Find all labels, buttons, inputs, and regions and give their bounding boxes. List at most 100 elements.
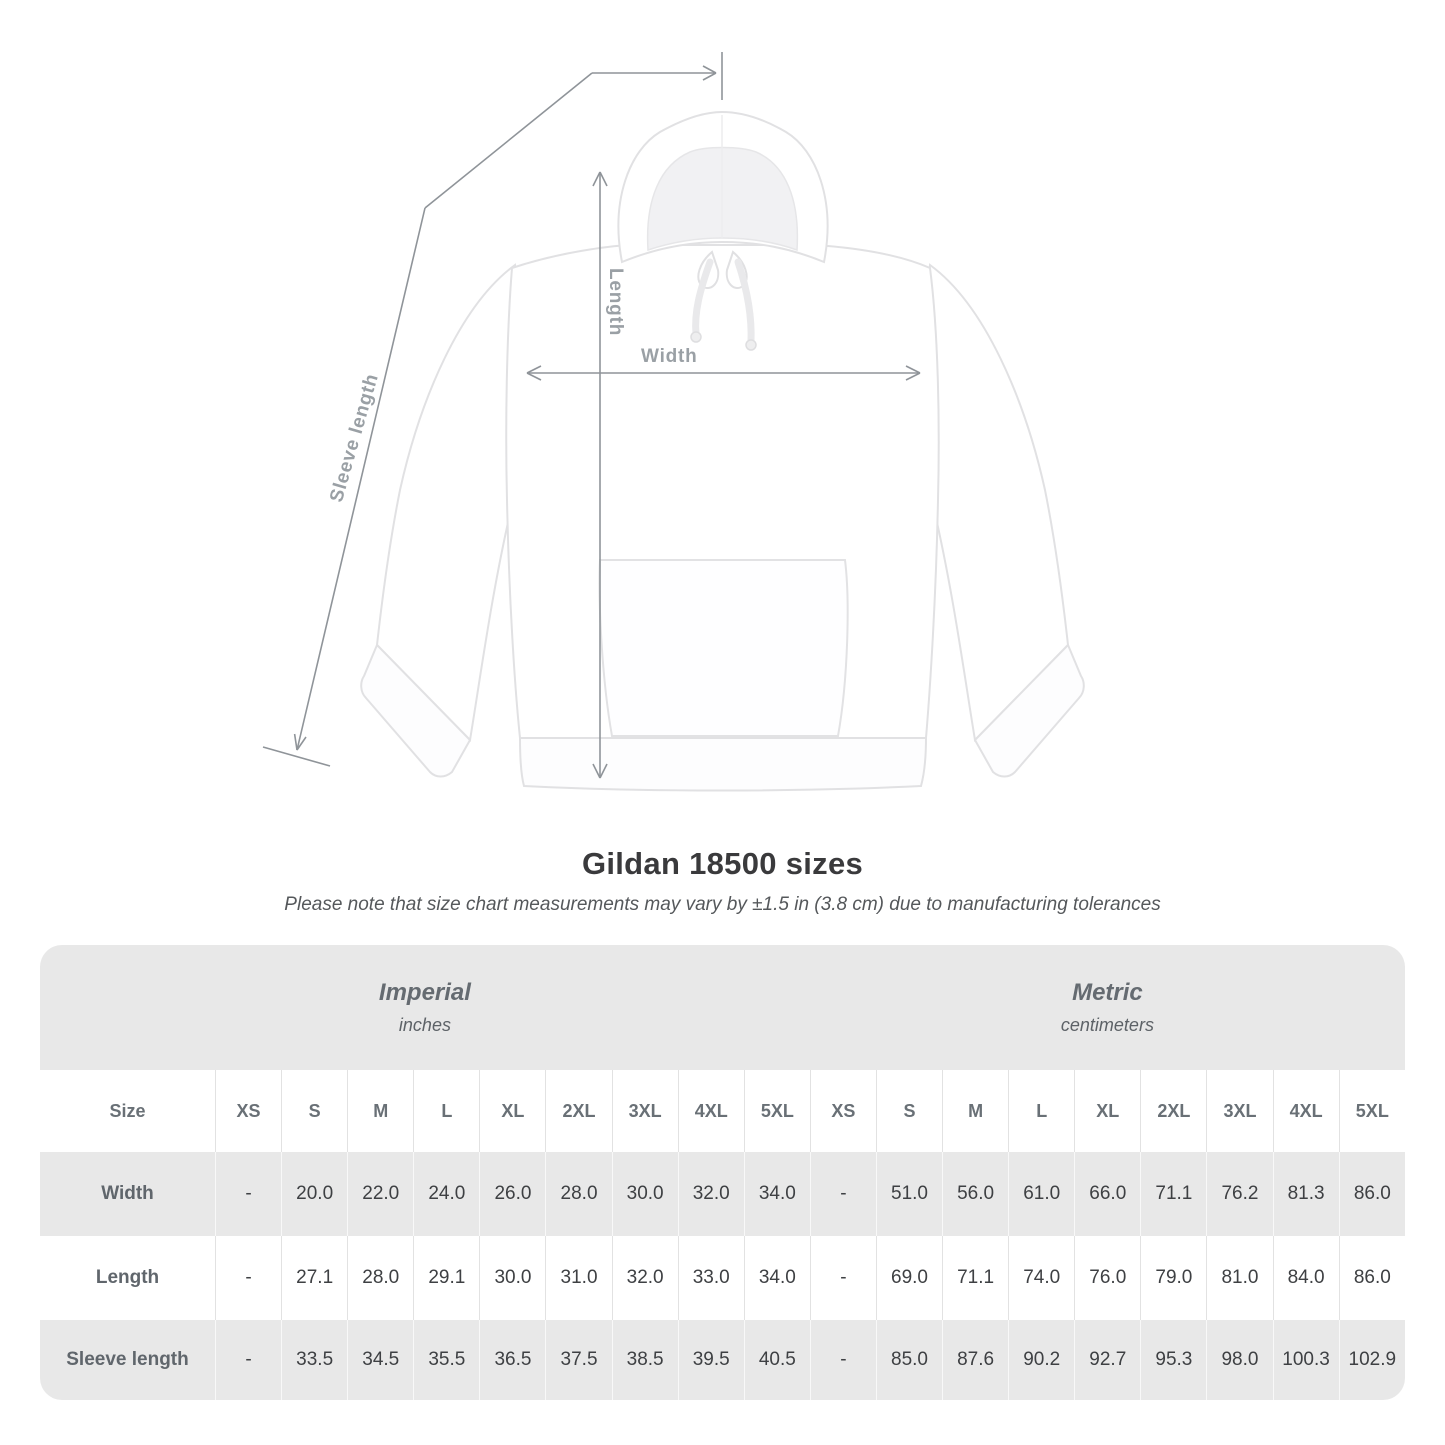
table-cell: - <box>809 1320 876 1400</box>
size-col-header: S <box>875 1070 943 1152</box>
table-cell: 28.0 <box>545 1152 612 1236</box>
size-table-container: Imperial inches Metric centimeters Size … <box>40 945 1405 1400</box>
table-cell: 20.0 <box>281 1152 348 1236</box>
metric-group-header: Metric centimeters <box>809 945 1405 1070</box>
size-table: Imperial inches Metric centimeters Size … <box>40 945 1405 1400</box>
table-cell: 27.1 <box>281 1236 348 1320</box>
drawstring-tip-right <box>745 339 757 351</box>
right-cuff <box>973 643 1085 778</box>
size-col-header: S <box>281 1070 348 1152</box>
drawstring-tip-left <box>690 331 702 343</box>
table-cell: 61.0 <box>1008 1152 1075 1236</box>
table-cell: - <box>809 1152 876 1236</box>
table-cell: 39.5 <box>677 1320 744 1400</box>
size-header-cell: Size <box>40 1070 216 1152</box>
metric-group-unit: centimeters <box>1060 1015 1154 1035</box>
table-cell: 51.0 <box>875 1152 943 1236</box>
size-col-header: 4XL <box>677 1070 744 1152</box>
table-cell: 71.1 <box>1140 1152 1207 1236</box>
table-cell: 34.0 <box>743 1236 810 1320</box>
table-cell: 36.5 <box>479 1320 546 1400</box>
size-col-header: XL <box>1074 1070 1141 1152</box>
length-line <box>592 171 608 779</box>
table-cell: 37.5 <box>545 1320 612 1400</box>
imperial-group-unit: inches <box>398 1015 451 1035</box>
size-col-header: XS <box>809 1070 876 1152</box>
table-cell: 35.5 <box>413 1320 480 1400</box>
table-cell: 81.0 <box>1206 1236 1273 1320</box>
table-cell: 22.0 <box>347 1152 414 1236</box>
table-cell: 56.0 <box>942 1152 1009 1236</box>
table-cell: 69.0 <box>875 1236 943 1320</box>
title-block: Gildan 18500 sizes Please note that size… <box>0 846 1445 916</box>
size-col-header: XS <box>215 1070 282 1152</box>
table-cell: 29.1 <box>413 1236 480 1320</box>
size-col-header: 4XL <box>1272 1070 1339 1152</box>
size-col-header: 3XL <box>611 1070 678 1152</box>
left-cuff <box>360 643 472 778</box>
table-cell: 100.3 <box>1272 1320 1339 1400</box>
table-cell: 86.0 <box>1338 1152 1405 1236</box>
length-dimension-label: Length <box>605 268 626 337</box>
table-cell: 79.0 <box>1140 1236 1207 1320</box>
table-cell: 85.0 <box>875 1320 943 1400</box>
table-cell: - <box>215 1152 282 1236</box>
table-cell: 92.7 <box>1074 1320 1141 1400</box>
size-col-header: 5XL <box>1338 1070 1405 1152</box>
unit-group-row: Imperial inches Metric centimeters <box>40 945 1405 1070</box>
table-cell: 66.0 <box>1074 1152 1141 1236</box>
table-cell: 74.0 <box>1008 1236 1075 1320</box>
sleeve-length-row: Sleeve length - 33.5 34.5 35.5 36.5 37.5… <box>40 1320 1405 1400</box>
table-cell: 81.3 <box>1272 1152 1339 1236</box>
table-cell: 38.5 <box>611 1320 678 1400</box>
measurement-diagram: Length Width Sleeve length <box>262 52 1085 792</box>
size-col-header: L <box>413 1070 480 1152</box>
table-cell: 102.9 <box>1338 1320 1405 1400</box>
width-line <box>526 365 921 381</box>
size-col-header: 3XL <box>1206 1070 1273 1152</box>
table-cell: 26.0 <box>479 1152 546 1236</box>
table-cell: 98.0 <box>1206 1320 1273 1400</box>
table-cell: 30.0 <box>479 1236 546 1320</box>
width-dimension-label: Width <box>641 346 698 367</box>
table-cell: 30.0 <box>611 1152 678 1236</box>
table-cell: 34.5 <box>347 1320 414 1400</box>
row-label: Sleeve length <box>40 1320 216 1400</box>
metric-group-label: Metric <box>1072 979 1143 1006</box>
kangaroo-pocket <box>598 559 849 737</box>
length-row: Length - 27.1 28.0 29.1 30.0 31.0 32.0 3… <box>40 1236 1405 1320</box>
size-header-row: Size XS S M L XL 2XL 3XL 4XL 5XL XS S M … <box>40 1070 1405 1152</box>
table-cell: 31.0 <box>545 1236 612 1320</box>
hem-band <box>518 737 928 792</box>
size-col-header: L <box>1008 1070 1075 1152</box>
tolerance-note: Please note that size chart measurements… <box>284 894 1161 915</box>
table-cell: 76.0 <box>1074 1236 1141 1320</box>
drawstring-left <box>692 258 714 338</box>
size-col-header: XL <box>479 1070 546 1152</box>
imperial-group-header: Imperial inches <box>40 945 810 1070</box>
page-title: Gildan 18500 sizes <box>581 846 864 881</box>
table-cell: 34.0 <box>743 1152 810 1236</box>
table-cell: 40.5 <box>743 1320 810 1400</box>
table-cell: 86.0 <box>1338 1236 1405 1320</box>
drawstring-right <box>734 258 755 346</box>
table-cell: 28.0 <box>347 1236 414 1320</box>
table-cell: 24.0 <box>413 1152 480 1236</box>
row-label: Length <box>40 1236 216 1320</box>
hoodie-illustration <box>262 52 1085 792</box>
table-cell: - <box>215 1320 282 1400</box>
table-cell: 87.6 <box>942 1320 1009 1400</box>
sleeve-length-line <box>262 52 723 767</box>
table-cell: 32.0 <box>677 1152 744 1236</box>
table-cell: 76.2 <box>1206 1152 1273 1236</box>
row-label: Width <box>40 1152 216 1236</box>
table-cell: - <box>809 1236 876 1320</box>
table-cell: 84.0 <box>1272 1236 1339 1320</box>
size-col-header: M <box>942 1070 1009 1152</box>
table-cell: 32.0 <box>611 1236 678 1320</box>
table-cell: 33.5 <box>281 1320 348 1400</box>
size-col-header: 2XL <box>1140 1070 1207 1152</box>
table-cell: 95.3 <box>1140 1320 1207 1400</box>
size-col-header: 5XL <box>743 1070 810 1152</box>
